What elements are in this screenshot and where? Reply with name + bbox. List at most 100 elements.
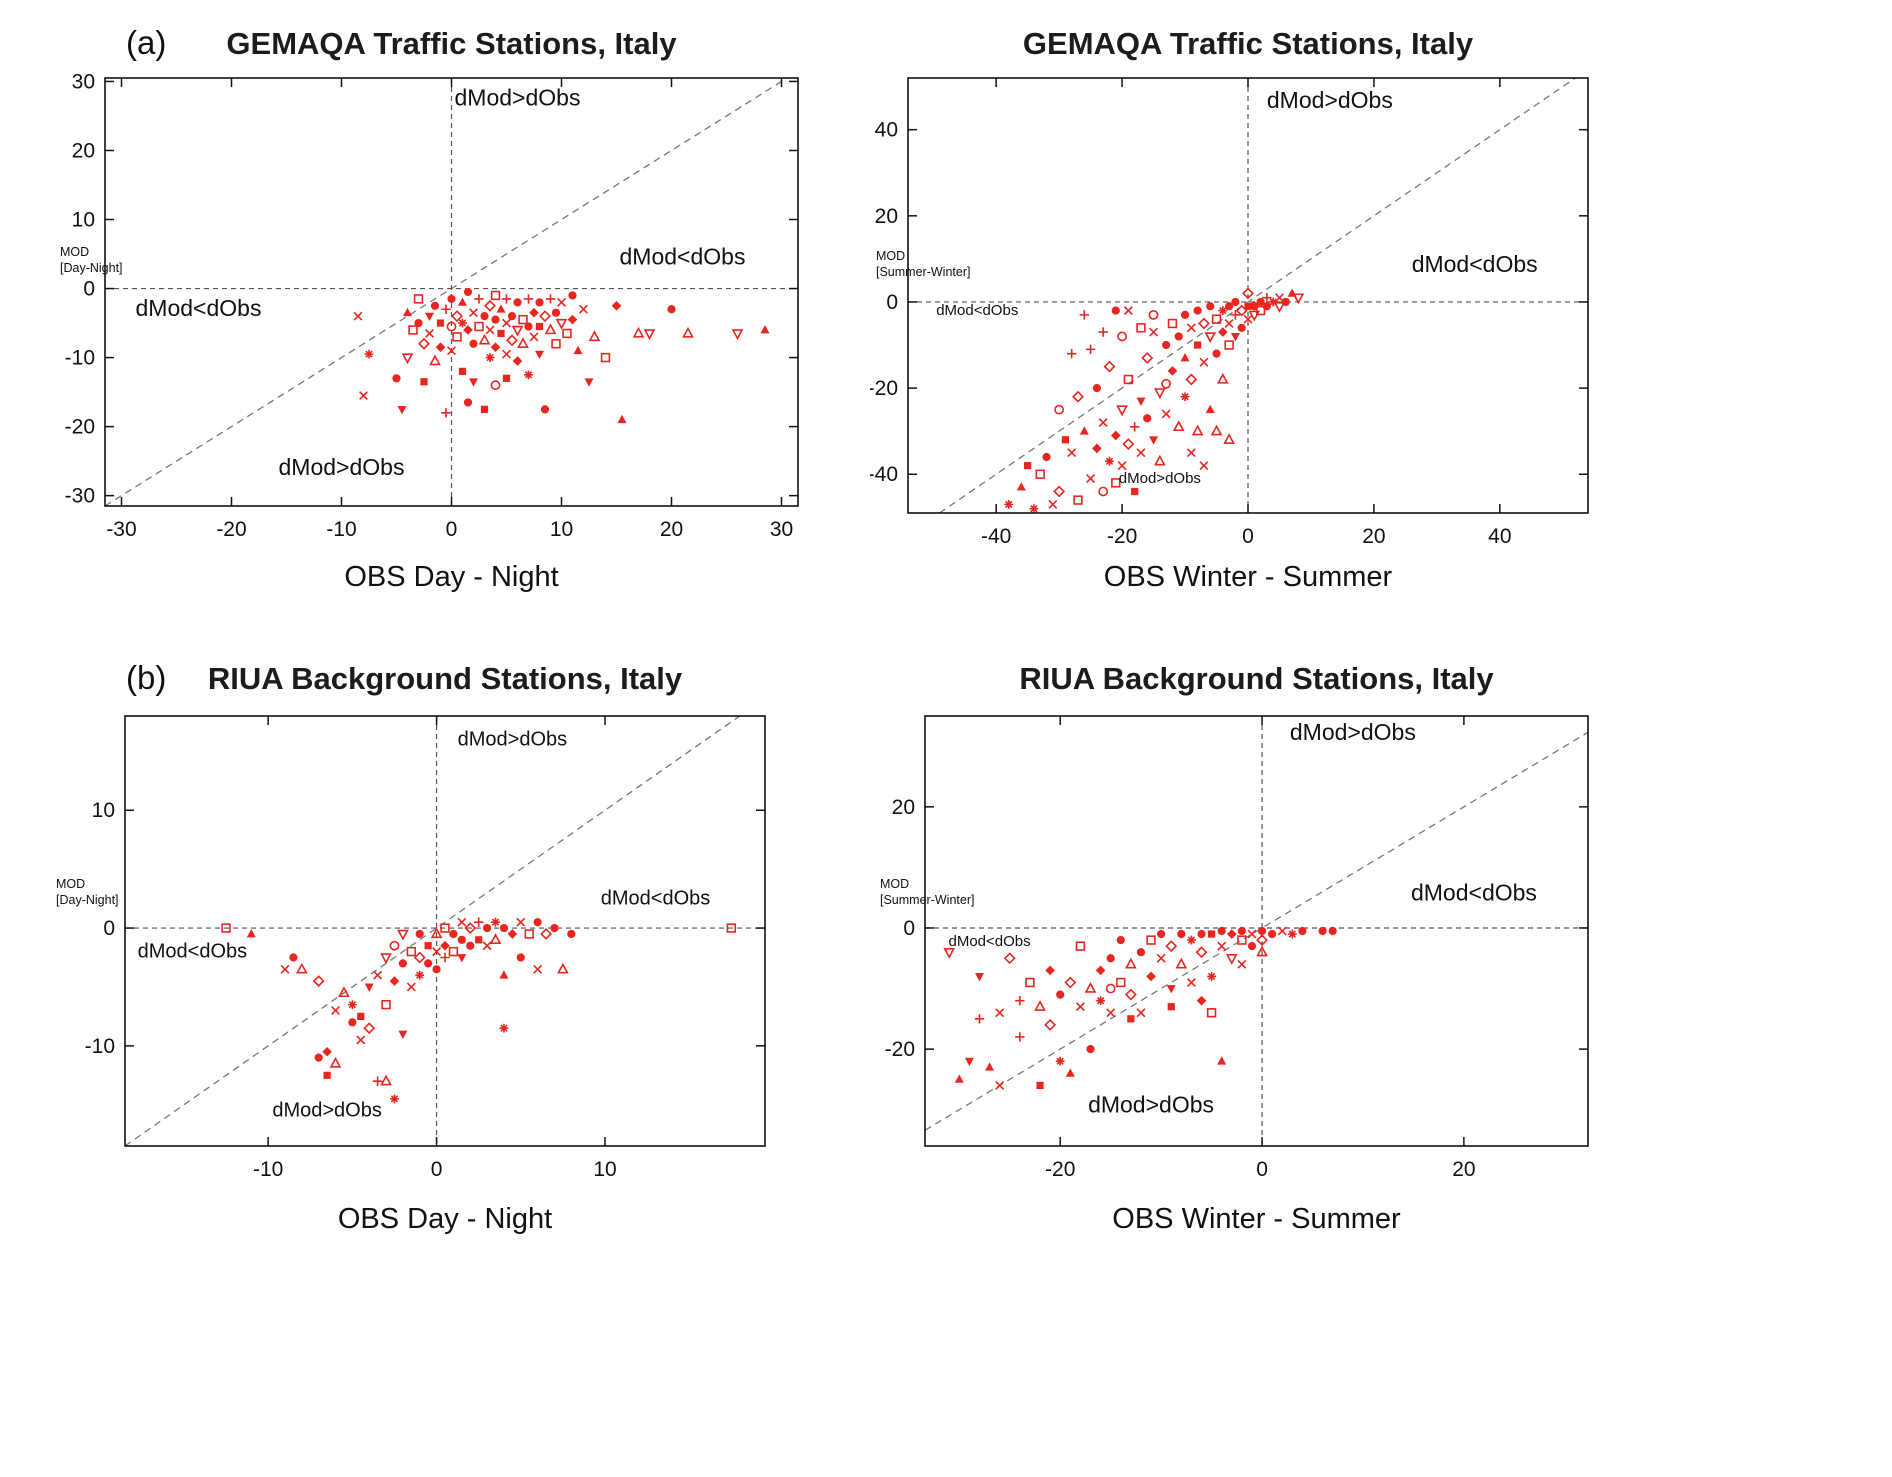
marker-tri-down-open [731, 329, 744, 340]
marker-x [995, 1008, 1005, 1018]
marker-tri-up [246, 929, 256, 938]
panel-label: (b) [126, 659, 167, 696]
marker-circle [415, 929, 424, 939]
marker-square-open [1167, 318, 1178, 329]
x-tick-label: 0 [446, 518, 458, 541]
marker-circle [1281, 297, 1290, 307]
marker-square-open [600, 352, 611, 363]
marker-tri-up-open [380, 1074, 392, 1086]
marker-tri-up-open [1210, 424, 1223, 436]
marker-tri-up [573, 345, 583, 355]
x-tick-label: 20 [1452, 1158, 1475, 1181]
marker-circle [449, 929, 458, 939]
marker-tri-down-open [1154, 388, 1166, 399]
marker-circle [1268, 929, 1277, 939]
marker-plus [1085, 344, 1096, 355]
marker-circle-open [1054, 404, 1065, 415]
marker-circle [1111, 306, 1120, 315]
marker-x [1048, 499, 1058, 509]
marker-diamond-open [1044, 1018, 1057, 1031]
marker-x [1086, 474, 1096, 484]
marker-circle [1247, 942, 1257, 951]
marker-circle [1225, 302, 1234, 311]
panel-gemaqa-day-night: -30 -20 -10 0 10 20 30 -30 -20 -10 0 10 20 30 dMod>dOb… [40, 16, 850, 648]
marker-square [1061, 436, 1070, 444]
marker-circle [1237, 926, 1246, 936]
marker-tri-down [974, 973, 984, 982]
marker-tri-up-open [544, 323, 557, 335]
marker-asterisk [1004, 499, 1014, 509]
marker-square-open [413, 294, 424, 304]
marker-square [424, 942, 432, 950]
marker-square-open [562, 328, 572, 339]
marker-x [406, 982, 416, 992]
marker-circle [314, 1053, 323, 1062]
marker-diamond [1146, 971, 1156, 982]
y-tick-label: -10 [85, 1035, 115, 1058]
marker-tri-down-open [1292, 293, 1305, 305]
marker-x [1067, 448, 1077, 458]
quadrant-annotation: dMod<dObs [1412, 251, 1538, 277]
x-tick-label: -20 [1107, 525, 1137, 548]
marker-circle [432, 965, 441, 974]
x-tick-label: 10 [593, 1158, 616, 1181]
y-tick-label: -20 [870, 377, 898, 400]
marker-x [469, 308, 478, 318]
x-tick-label: -30 [106, 518, 136, 541]
quadrant-annotation: dMod>dObs [1088, 1092, 1214, 1118]
marker-circle-open [446, 321, 457, 332]
marker-asterisk [364, 349, 374, 359]
marker-tri-up-open [1175, 957, 1188, 969]
marker-diamond [1167, 366, 1178, 376]
panel-riua-winter-summer: -20 0 20 -20 0 20 dMod>dObs dMod<dObs dMod<dObs d… [870, 651, 1620, 1293]
marker-tri-up-open [1223, 433, 1235, 444]
marker-circle [491, 315, 500, 324]
marker-asterisk [1029, 504, 1039, 514]
marker-diamond-open [1256, 934, 1268, 947]
marker-x [331, 1006, 340, 1015]
marker-tri-down-open [397, 929, 409, 941]
marker-circle-open [389, 940, 400, 951]
marker-plus [473, 917, 484, 927]
marker-diamond [1095, 965, 1106, 976]
marker-tri-up [1016, 482, 1026, 491]
y-tick-label: -40 [870, 463, 898, 486]
marker-circle [507, 312, 517, 321]
marker-circle [499, 923, 509, 933]
marker-diamond-open [1072, 390, 1084, 403]
marker-tri-down [397, 405, 407, 415]
marker-diamond-open [540, 928, 552, 940]
y-tick-label: 0 [903, 917, 915, 940]
marker-diamond [567, 314, 578, 325]
marker-x [533, 964, 543, 974]
marker-square-open [1111, 478, 1121, 488]
marker-x [425, 328, 434, 338]
marker-circle [1256, 297, 1265, 307]
marker-circle [463, 398, 473, 407]
marker-tri-down-open [401, 353, 414, 365]
plot-area [105, 78, 798, 506]
marker-diamond-open [1242, 287, 1254, 300]
marker-circle-open [1098, 486, 1109, 497]
marker-diamond-open [363, 1022, 376, 1035]
y-axis-label: MOD [Summer-Winter] [876, 249, 971, 280]
identity-line [924, 731, 1589, 1131]
marker-diamond [1092, 443, 1102, 454]
marker-square [1036, 1081, 1044, 1090]
y-tick-label: 20 [892, 796, 915, 819]
scatter-plot: -40 -20 0 20 40 -40 -20 0 20 40 dMod>dObs dMod<dObs… [870, 77, 1589, 548]
marker-tri-down-open [555, 318, 568, 330]
marker-tri-up-open [1191, 424, 1204, 436]
panel-riua-day-night: -10 0 10 -10 0 10 dMod>dObs dMod<dObs dMod<dObs d… [40, 651, 850, 1293]
marker-tri-up [1205, 404, 1215, 414]
x-tick-label: -20 [1045, 1158, 1075, 1181]
quadrant-annotation: dMod<dObs [138, 941, 248, 963]
marker-square [1127, 1015, 1135, 1023]
marker-square [502, 374, 511, 382]
marker-tri-up [499, 970, 509, 979]
marker-x [529, 332, 539, 342]
marker-square-open [448, 946, 459, 957]
marker-tri-up-open [1216, 372, 1229, 384]
marker-square-open [490, 290, 501, 301]
marker-square-open [1136, 323, 1146, 333]
